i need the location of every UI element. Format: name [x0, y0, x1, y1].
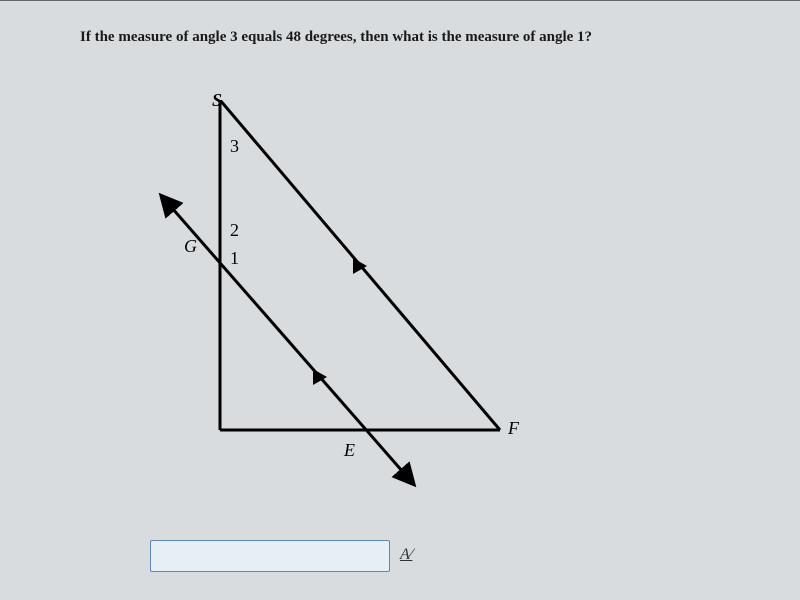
label-F: F: [508, 418, 519, 439]
label-S: S: [212, 90, 222, 111]
question-text: If the measure of angle 3 equals 48 degr…: [0, 29, 800, 46]
line-GE: [165, 200, 410, 480]
edit-icon[interactable]: A⁄: [400, 546, 412, 564]
label-E: E: [344, 440, 355, 461]
angle-1-label: 1: [230, 248, 239, 269]
angle-3-label: 3: [230, 136, 239, 157]
geometry-svg: [130, 100, 630, 530]
angle-2-label: 2: [230, 220, 239, 241]
answer-input[interactable]: [150, 540, 390, 572]
triangle-figure: S G E F 3 2 1: [130, 100, 630, 530]
worksheet-page: If the measure of angle 3 equals 48 degr…: [0, 0, 800, 600]
label-G: G: [184, 236, 197, 257]
